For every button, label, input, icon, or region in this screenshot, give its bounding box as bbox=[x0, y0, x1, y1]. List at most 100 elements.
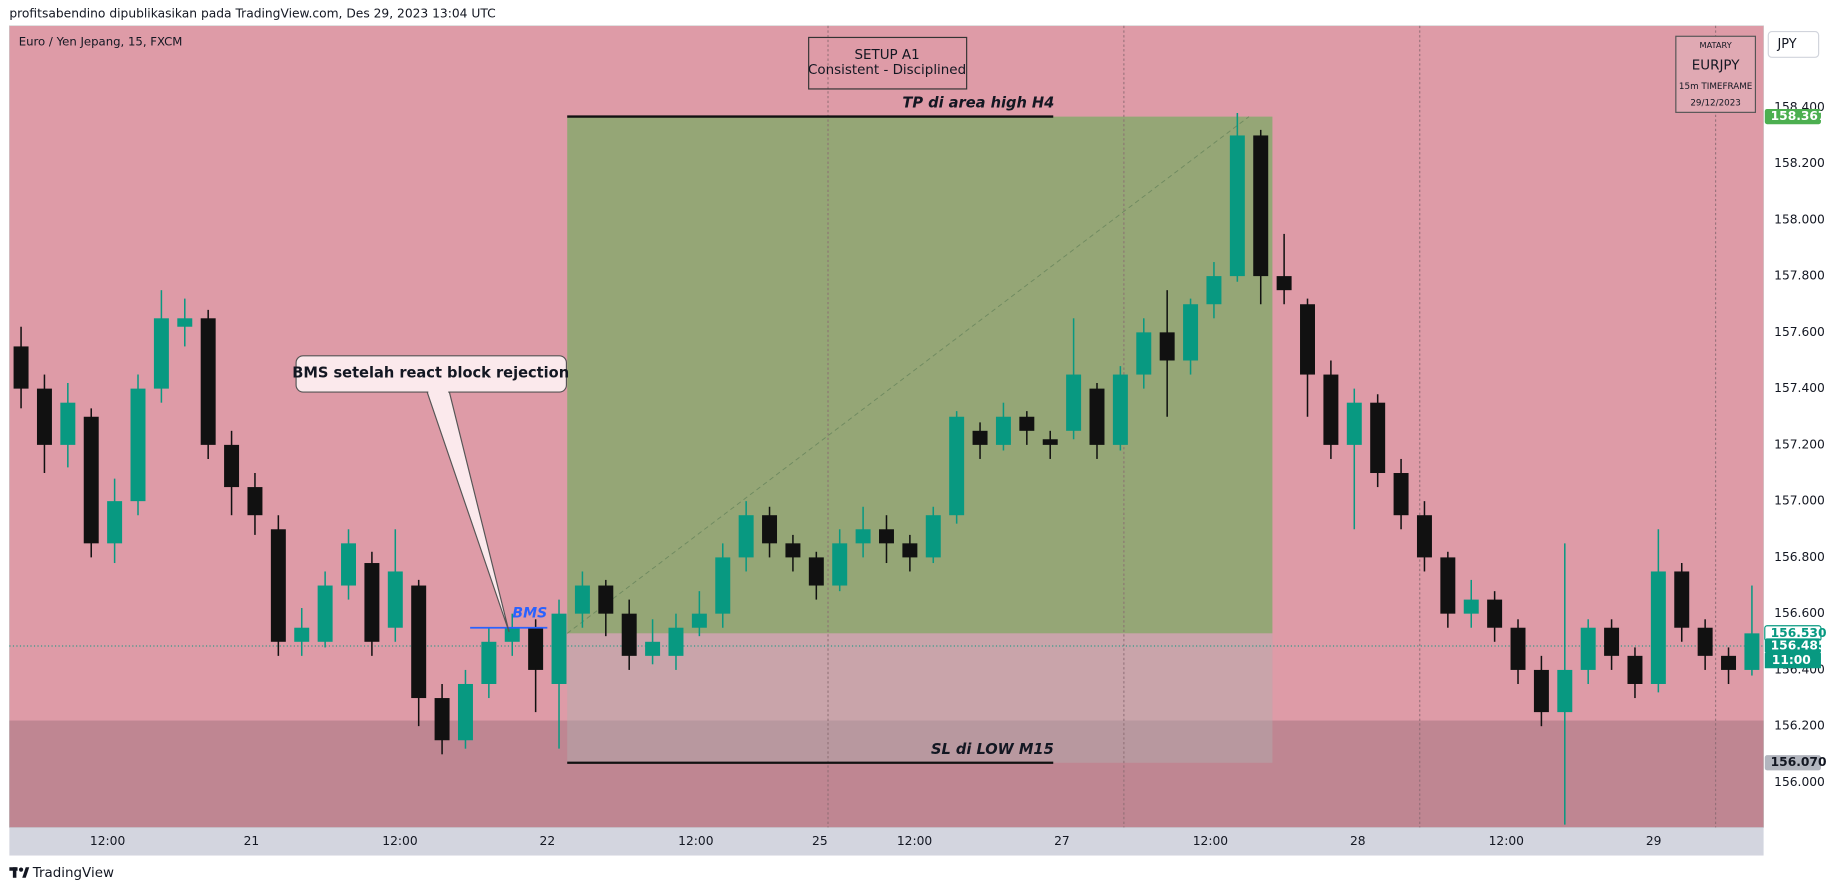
candle-body bbox=[879, 529, 894, 544]
candle-body bbox=[1019, 416, 1035, 431]
footer: TradingView bbox=[32, 866, 114, 881]
candle-body bbox=[785, 543, 801, 558]
callout-join bbox=[428, 389, 449, 394]
x-tick-label: 21 bbox=[244, 834, 260, 848]
candle-body bbox=[1300, 304, 1315, 375]
candle-body bbox=[434, 698, 450, 741]
setup-box bbox=[808, 36, 968, 90]
candle-body bbox=[107, 501, 123, 544]
info-box bbox=[1675, 35, 1757, 113]
x-tick-label: 12:00 bbox=[897, 834, 932, 848]
candle-body bbox=[1510, 627, 1526, 670]
x-tick-label: 12:00 bbox=[1193, 834, 1228, 848]
candle-body bbox=[762, 515, 778, 544]
candle-body bbox=[528, 627, 544, 670]
candle-body bbox=[1346, 402, 1362, 445]
candle-body bbox=[1112, 374, 1128, 445]
x-tick-label: 28 bbox=[1350, 834, 1366, 848]
candle-body bbox=[949, 416, 965, 516]
candle-body bbox=[1276, 276, 1292, 291]
price-label-bg bbox=[1764, 755, 1821, 771]
candle-body bbox=[1253, 135, 1269, 277]
candle-body bbox=[925, 515, 941, 558]
y-tick-label: 156.200 bbox=[1774, 719, 1825, 733]
y-tick-label: 156.600 bbox=[1774, 606, 1825, 620]
candle-body bbox=[738, 515, 754, 558]
setup-title: SETUP A1 bbox=[854, 48, 919, 63]
countdown-bg bbox=[1764, 653, 1821, 669]
candle-body bbox=[1229, 135, 1245, 277]
candle-body bbox=[1533, 669, 1549, 713]
currency-label[interactable]: JPY bbox=[1776, 37, 1796, 52]
candle-body bbox=[808, 557, 824, 586]
x-tick-label: 12:00 bbox=[1489, 834, 1524, 848]
info-symbol: EURJPY bbox=[1692, 59, 1740, 74]
candle-body bbox=[341, 543, 357, 586]
candle-body bbox=[224, 444, 240, 488]
candle-body bbox=[855, 529, 871, 544]
time-axis-bg bbox=[9, 827, 1764, 856]
y-tick-label: 158.200 bbox=[1774, 156, 1825, 170]
candle-body bbox=[481, 641, 497, 684]
callout-text: BMS setelah react block rejection bbox=[292, 364, 569, 381]
candle-body bbox=[972, 430, 988, 445]
info-timeframe: 15m TIMEFRAME bbox=[1679, 82, 1752, 92]
x-tick-label: 25 bbox=[812, 834, 828, 848]
candle-body bbox=[1440, 557, 1456, 614]
candle-body bbox=[1627, 655, 1643, 684]
candle-body bbox=[317, 585, 333, 642]
candle-body bbox=[130, 388, 146, 502]
candle-body bbox=[247, 487, 263, 516]
candle-body bbox=[1557, 669, 1573, 713]
y-tick-label: 157.400 bbox=[1774, 381, 1825, 395]
candle-body bbox=[1580, 627, 1596, 670]
candle-body bbox=[1089, 388, 1105, 445]
setup-subtitle: Consistent - Disciplined bbox=[808, 63, 966, 78]
candle-body bbox=[504, 627, 520, 642]
stop-zone bbox=[567, 633, 1273, 763]
x-tick-label: 29 bbox=[1646, 834, 1662, 848]
candle-body bbox=[645, 641, 661, 656]
target-label: TP di area high H4 bbox=[902, 95, 1054, 112]
candle-body bbox=[411, 585, 427, 699]
candle-body bbox=[668, 627, 684, 656]
countdown: 11:00 bbox=[1772, 653, 1811, 667]
support-zone bbox=[9, 720, 1764, 828]
candle-body bbox=[1463, 599, 1479, 614]
currency-button[interactable] bbox=[1767, 31, 1820, 58]
info-author: MATARY bbox=[1700, 40, 1733, 50]
y-tick-label: 156.000 bbox=[1774, 775, 1825, 789]
candle-body bbox=[1370, 402, 1386, 474]
candle-body bbox=[364, 563, 380, 642]
candle-body bbox=[551, 613, 567, 684]
candle-body bbox=[1697, 627, 1713, 656]
candle-body bbox=[1721, 655, 1737, 670]
price-label-bg bbox=[1764, 638, 1821, 654]
candle-body bbox=[83, 416, 99, 544]
y-tick-label: 157.600 bbox=[1774, 325, 1825, 339]
candle-body bbox=[1066, 374, 1082, 431]
bms-label: BMS bbox=[512, 606, 547, 622]
price-label-bg bbox=[1764, 109, 1821, 125]
x-tick-label: 12:00 bbox=[382, 834, 417, 848]
candle-body bbox=[1042, 439, 1058, 445]
candle-body bbox=[1159, 332, 1175, 361]
annotations: TP di area high H4 SL di LOW M15 BMS bbox=[470, 95, 1054, 764]
candle-body bbox=[200, 318, 216, 445]
price-label: 156.070 bbox=[1771, 755, 1827, 769]
candle-body bbox=[294, 627, 310, 642]
header: profitsabendino dipublikasikan pada Trad… bbox=[9, 7, 495, 21]
price-label: 156.485 bbox=[1771, 639, 1827, 653]
y-tick-label: 158.000 bbox=[1774, 212, 1825, 226]
position-diagonal bbox=[566, 116, 1250, 634]
candle-body bbox=[902, 543, 918, 558]
candle-body bbox=[1183, 304, 1199, 361]
symbol-legend: Euro / Yen Jepang, 15, FXCM bbox=[19, 35, 183, 49]
x-tick-label: 12:00 bbox=[678, 834, 713, 848]
candle-body bbox=[1744, 633, 1760, 670]
candle-body bbox=[1604, 627, 1620, 656]
candle-body bbox=[1393, 473, 1409, 516]
candle-body bbox=[1487, 599, 1503, 628]
candle-body bbox=[60, 402, 76, 445]
